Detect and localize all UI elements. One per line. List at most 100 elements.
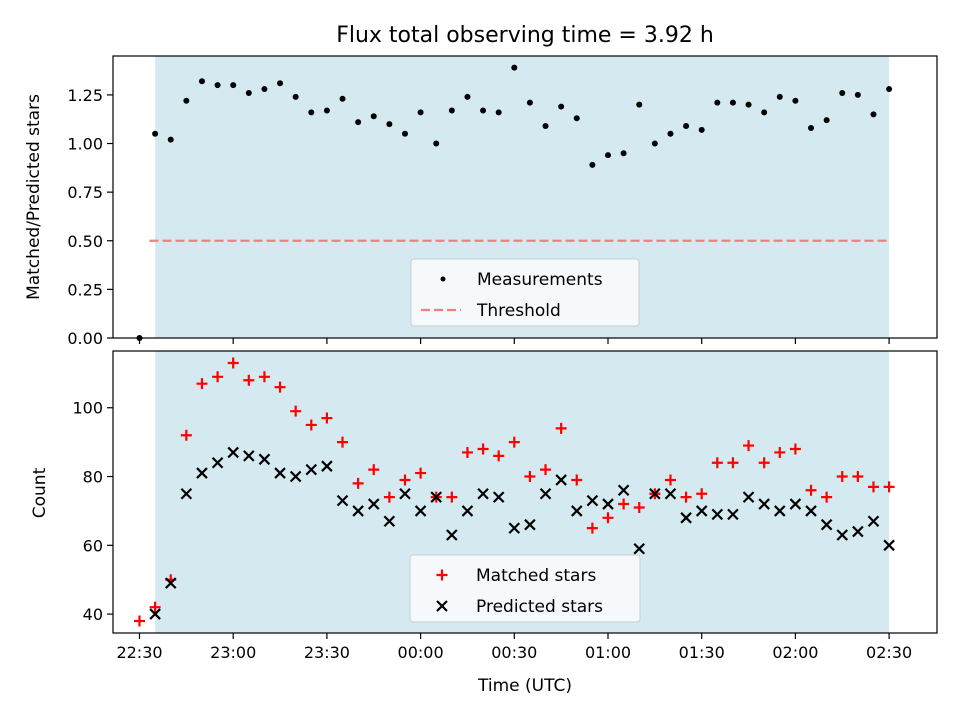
measurement-point (729, 99, 736, 106)
matched-star-point (789, 443, 801, 455)
top-y-axis-label: Matched/Predicted stars (24, 94, 44, 300)
predicted-star-point (774, 505, 786, 517)
predicted-star-point (711, 508, 724, 521)
predicted-star-point (508, 522, 521, 534)
matched-star-point (821, 491, 833, 503)
predicted-star-point (367, 498, 380, 510)
predicted-star-point (258, 453, 271, 466)
y-tick-label: 0.50 (67, 232, 103, 251)
legend-label: Predicted stars (476, 597, 603, 617)
x-tick-label: 23:00 (210, 643, 256, 662)
legend-box (410, 258, 640, 327)
measurement-point (636, 101, 643, 108)
predicted-star-point (805, 505, 817, 517)
predicted-star-point (274, 467, 286, 479)
matched-star-point (368, 464, 380, 476)
measurement-point (683, 123, 690, 130)
predicted-star-point (461, 505, 474, 517)
predicted-star-point (211, 456, 224, 469)
matched-star-point (134, 615, 145, 627)
y-tick-label: 0.00 (67, 329, 103, 348)
measurement-point (292, 93, 299, 100)
matched-star-point (758, 457, 770, 469)
y-tick-label: 80 (83, 468, 103, 487)
matched-star-point (696, 488, 708, 500)
predicted-star-point (758, 498, 770, 510)
matched-star-point (493, 450, 505, 462)
predicted-star-point (492, 491, 505, 503)
predicted-star-point (196, 467, 208, 479)
measurement-point (386, 121, 393, 128)
bottom-panel: 40 60 80 100 22:30 23:00 23:30 00:00 00:30 01:00 0… (72, 350, 938, 662)
x-tick-label: 22:30 (116, 643, 162, 662)
legend-box (409, 554, 641, 623)
measurement-point (698, 126, 705, 133)
matched-star-point (149, 601, 161, 613)
measurement-point (870, 111, 877, 118)
legend-matched-marker (436, 569, 448, 581)
legend-label: Threshold (476, 301, 561, 321)
predicted-star-point (164, 577, 177, 589)
measurement-point (714, 99, 721, 106)
matched-star-point (305, 419, 317, 431)
matched-star-point (258, 371, 270, 383)
measurement-point (183, 97, 190, 104)
matched-star-point (383, 491, 395, 503)
measurement-point (417, 109, 424, 116)
matched-star-point (243, 374, 255, 386)
matched-star-point (212, 371, 224, 383)
top-legend: Measurements Threshold (410, 258, 640, 327)
matched-star-point (805, 484, 817, 496)
predicted-star-point (789, 498, 802, 510)
matched-star-point (508, 436, 520, 448)
predicted-star-point (352, 505, 364, 517)
measurement-point (589, 161, 596, 168)
predicted-star-point (852, 525, 864, 538)
bottom-legend: Matched stars Predicted stars (409, 554, 641, 623)
x-tick-label: 23:30 (304, 643, 350, 662)
matched-star-point (680, 491, 692, 503)
measurement-point (339, 95, 346, 102)
matched-star-point (867, 481, 879, 493)
predicted-star-point (336, 494, 349, 507)
top-panel: 0.00 0.25 0.50 0.75 1.00 1.25 Measurements Thre… (67, 55, 938, 348)
predicted-star-point (399, 487, 411, 500)
chart-title: Flux total observing time = 3.92 h (336, 23, 714, 48)
predicted-star-point (149, 608, 161, 620)
measurement-point (886, 86, 893, 93)
predicted-star-point (321, 460, 333, 472)
legend-measurement-marker (440, 276, 446, 282)
measurement-point (573, 115, 580, 122)
measurement-point (776, 93, 783, 100)
y-tick-label: 100 (72, 399, 103, 418)
predicted-star-point (742, 491, 755, 503)
predicted-star-point (524, 518, 536, 531)
measurement-point (355, 119, 362, 126)
matched-star-point (743, 440, 755, 452)
measurement-point (433, 140, 440, 147)
matched-star-point (274, 381, 286, 393)
matched-star-point (727, 457, 739, 469)
predicted-star-point (383, 515, 396, 528)
measurement-point (323, 107, 330, 114)
measurement-point (464, 93, 471, 100)
matched-star-point (664, 474, 676, 486)
x-tick-label: 02:00 (772, 643, 818, 662)
predicted-star-point (602, 498, 614, 510)
matched-star-point (836, 471, 848, 483)
matched-star-point (477, 443, 489, 455)
predicted-star-point (836, 529, 849, 541)
measurement-point (261, 86, 268, 93)
legend-label: Matched stars (476, 566, 596, 586)
matched-star-point (196, 378, 208, 390)
x-tick-label: 01:30 (679, 643, 725, 662)
bottom-y-axis-label: Count (30, 467, 50, 518)
y-tick-label: 0.25 (67, 280, 103, 299)
x-tick-label: 02:30 (866, 643, 912, 662)
predicted-star-point (633, 542, 646, 555)
matched-star-point (180, 429, 192, 441)
matched-star-point (227, 357, 239, 369)
x-tick-label: 00:00 (398, 643, 444, 662)
measurement-point (761, 109, 768, 116)
